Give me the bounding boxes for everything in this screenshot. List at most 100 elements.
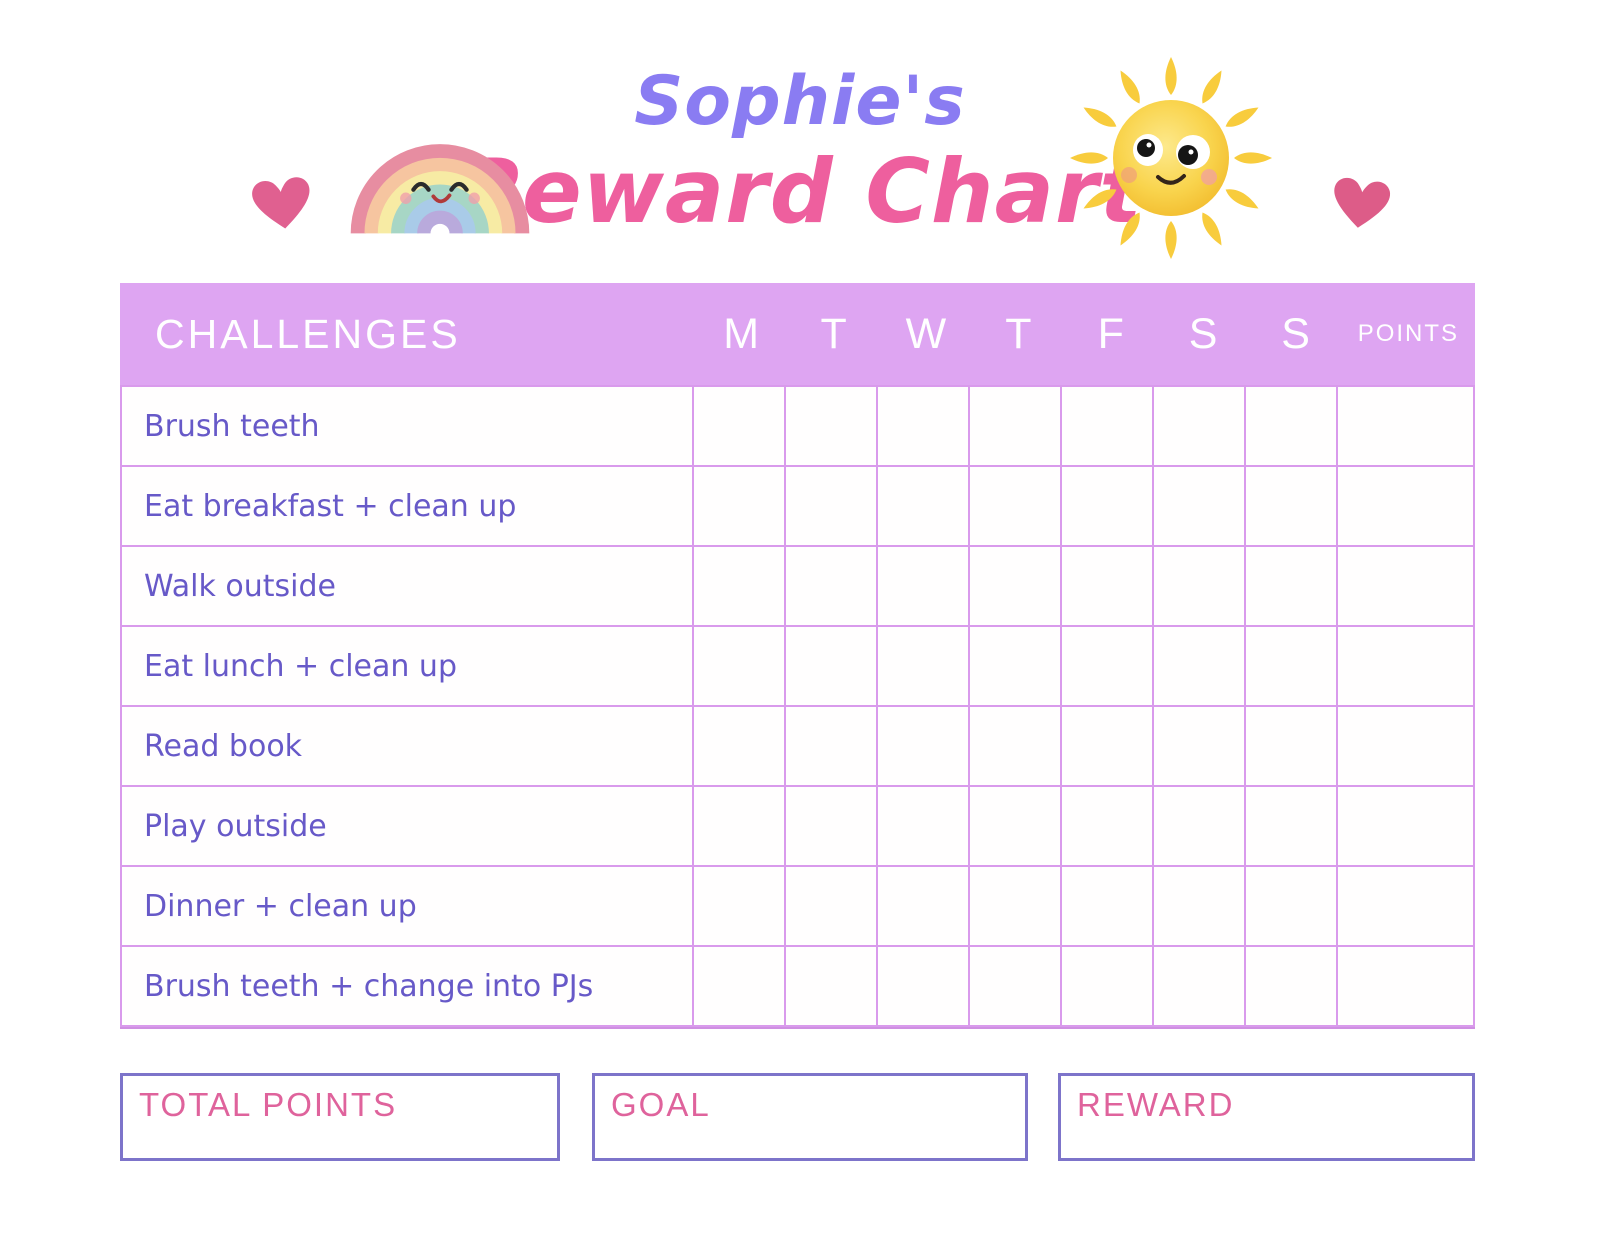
sun-icon <box>1070 57 1272 259</box>
day-cell-saturday[interactable] <box>1154 787 1244 865</box>
day-cell-friday[interactable] <box>1062 867 1152 945</box>
goal-box: GOAL <box>592 1073 1028 1161</box>
day-cell-monday[interactable] <box>694 387 784 465</box>
reward-label: REWARD <box>1077 1086 1235 1123</box>
total-points-label: TOTAL POINTS <box>139 1086 398 1123</box>
day-cell-monday[interactable] <box>694 627 784 705</box>
challenge-label: Walk outside <box>122 547 692 625</box>
reward-box: REWARD <box>1058 1073 1475 1161</box>
day-cell-sunday[interactable] <box>1246 867 1336 945</box>
day-cell-saturday[interactable] <box>1154 387 1244 465</box>
day-cell-saturday[interactable] <box>1154 467 1244 545</box>
day-cell-wednesday[interactable] <box>878 867 968 945</box>
day-header-sunday: S <box>1281 309 1310 358</box>
day-cell-sunday[interactable] <box>1246 707 1336 785</box>
day-cell-saturday[interactable] <box>1154 947 1244 1025</box>
day-cell-monday[interactable] <box>694 867 784 945</box>
table-body: Brush teeth Eat breakfast + clean up Wal… <box>120 385 1475 1029</box>
page-title-name: Sophie's <box>634 62 966 141</box>
points-cell[interactable] <box>1338 627 1473 705</box>
day-cell-thursday[interactable] <box>970 627 1060 705</box>
day-cell-wednesday[interactable] <box>878 467 968 545</box>
challenge-label: Read book <box>122 707 692 785</box>
day-cell-saturday[interactable] <box>1154 867 1244 945</box>
day-cell-saturday[interactable] <box>1154 547 1244 625</box>
day-cell-wednesday[interactable] <box>878 387 968 465</box>
day-cell-saturday[interactable] <box>1154 707 1244 785</box>
day-cell-thursday[interactable] <box>970 467 1060 545</box>
points-header: POINTS <box>1357 320 1460 347</box>
day-cell-tuesday[interactable] <box>786 707 876 785</box>
day-cell-friday[interactable] <box>1062 547 1152 625</box>
day-cell-friday[interactable] <box>1062 627 1152 705</box>
challenge-label: Brush teeth + change into PJs <box>122 947 692 1025</box>
day-cell-friday[interactable] <box>1062 467 1152 545</box>
day-cell-thursday[interactable] <box>970 787 1060 865</box>
day-cell-monday[interactable] <box>694 707 784 785</box>
day-cell-monday[interactable] <box>694 947 784 1025</box>
points-cell[interactable] <box>1338 947 1473 1025</box>
day-cell-wednesday[interactable] <box>878 707 968 785</box>
day-cell-thursday[interactable] <box>970 387 1060 465</box>
points-cell[interactable] <box>1338 707 1473 785</box>
day-header-wednesday: W <box>905 309 947 358</box>
day-cell-monday[interactable] <box>694 547 784 625</box>
day-header-monday: M <box>723 309 760 358</box>
points-cell[interactable] <box>1338 867 1473 945</box>
day-cell-sunday[interactable] <box>1246 947 1336 1025</box>
day-cell-sunday[interactable] <box>1246 547 1336 625</box>
day-cell-tuesday[interactable] <box>786 867 876 945</box>
challenge-label: Eat lunch + clean up <box>122 627 692 705</box>
table-header-row: CHALLENGES M T W T F S S POINTS <box>120 283 1475 385</box>
day-cell-sunday[interactable] <box>1246 627 1336 705</box>
day-cell-thursday[interactable] <box>970 947 1060 1025</box>
day-cell-friday[interactable] <box>1062 707 1152 785</box>
goal-value[interactable] <box>611 1124 1009 1154</box>
challenge-label: Play outside <box>122 787 692 865</box>
challenges-header: CHALLENGES <box>155 310 461 357</box>
day-header-tuesday: T <box>820 309 847 358</box>
challenge-label: Dinner + clean up <box>122 867 692 945</box>
day-cell-wednesday[interactable] <box>878 627 968 705</box>
reward-value[interactable] <box>1077 1124 1456 1154</box>
points-cell[interactable] <box>1338 467 1473 545</box>
day-header-thursday: T <box>1005 309 1032 358</box>
day-cell-wednesday[interactable] <box>878 947 968 1025</box>
total-points-box: TOTAL POINTS <box>120 1073 560 1161</box>
day-cell-thursday[interactable] <box>970 867 1060 945</box>
rainbow-icon <box>350 144 530 235</box>
page-title-subtitle: Reward Chart <box>457 140 1143 243</box>
day-cell-tuesday[interactable] <box>786 547 876 625</box>
day-cell-thursday[interactable] <box>970 707 1060 785</box>
challenge-label: Eat breakfast + clean up <box>122 467 692 545</box>
points-cell[interactable] <box>1338 787 1473 865</box>
day-cell-wednesday[interactable] <box>878 787 968 865</box>
day-cell-friday[interactable] <box>1062 787 1152 865</box>
day-cell-tuesday[interactable] <box>786 947 876 1025</box>
day-cell-friday[interactable] <box>1062 387 1152 465</box>
day-cell-monday[interactable] <box>694 787 784 865</box>
points-cell[interactable] <box>1338 387 1473 465</box>
heart-icon <box>1334 177 1390 228</box>
goal-label: GOAL <box>611 1086 711 1123</box>
day-cell-tuesday[interactable] <box>786 627 876 705</box>
points-cell[interactable] <box>1338 547 1473 625</box>
day-cell-tuesday[interactable] <box>786 787 876 865</box>
total-points-value[interactable] <box>139 1124 541 1154</box>
day-cell-sunday[interactable] <box>1246 467 1336 545</box>
day-cell-tuesday[interactable] <box>786 387 876 465</box>
day-cell-monday[interactable] <box>694 467 784 545</box>
challenge-label: Brush teeth <box>122 387 692 465</box>
day-cell-friday[interactable] <box>1062 947 1152 1025</box>
reward-table: CHALLENGES M T W T F S S POINTS Brush te… <box>120 283 1475 1029</box>
day-cell-thursday[interactable] <box>970 547 1060 625</box>
day-cell-saturday[interactable] <box>1154 627 1244 705</box>
heart-icon <box>252 177 310 229</box>
day-header-friday: F <box>1097 309 1124 358</box>
day-cell-sunday[interactable] <box>1246 387 1336 465</box>
day-header-saturday: S <box>1188 309 1218 358</box>
day-cell-sunday[interactable] <box>1246 787 1336 865</box>
day-cell-tuesday[interactable] <box>786 467 876 545</box>
day-cell-wednesday[interactable] <box>878 547 968 625</box>
